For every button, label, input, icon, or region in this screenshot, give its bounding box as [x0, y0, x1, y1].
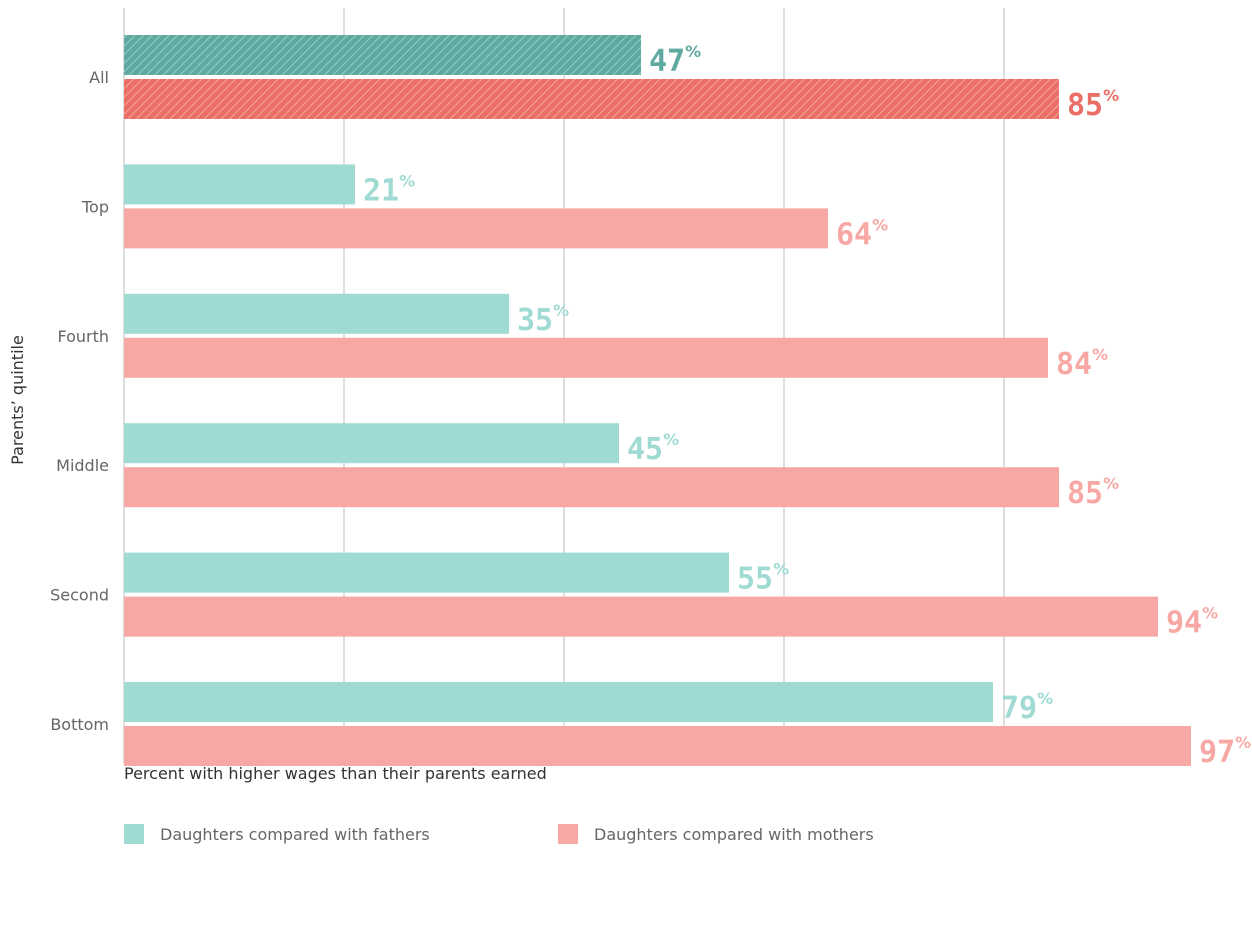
bars	[124, 35, 1191, 766]
value-label-mothers-all: 85%	[1067, 86, 1119, 123]
value-label-mothers-second: 94%	[1166, 604, 1218, 641]
bar-mothers-second	[124, 596, 1158, 637]
bar-mothers-all	[124, 79, 1059, 119]
gridlines	[123, 8, 1005, 764]
bar-chart: 020406080All47%85%Top21%64%Fourth35%84%M…	[8, 8, 1251, 783]
value-label-fathers-second: 55%	[737, 560, 789, 597]
category-label-bottom: Bottom	[50, 715, 109, 734]
value-label-fathers-bottom: 79%	[1001, 689, 1053, 726]
value-label-fathers-middle: 45%	[627, 430, 679, 467]
bar-fathers-fourth	[124, 293, 509, 334]
value-label-fathers-top: 21%	[363, 171, 415, 208]
bar-mothers-top	[124, 208, 828, 249]
category-label-middle: Middle	[56, 456, 109, 475]
value-label-fathers-fourth: 35%	[517, 301, 569, 338]
category-label-fourth: Fourth	[57, 327, 109, 346]
bar-fathers-all	[124, 35, 641, 75]
bar-mothers-middle	[124, 467, 1059, 508]
bar-fathers-second	[124, 552, 729, 593]
bar-fathers-middle	[124, 423, 619, 464]
x-axis-title: Percent with higher wages than their par…	[124, 764, 547, 783]
bar-mothers-fourth	[124, 337, 1048, 378]
value-label-mothers-bottom: 97%	[1199, 733, 1251, 770]
bar-fathers-top	[124, 164, 355, 205]
category-label-second: Second	[50, 586, 109, 605]
legend-swatch-fathers	[124, 824, 144, 844]
value-label-mothers-top: 64%	[836, 215, 888, 252]
labels: 020406080All47%85%Top21%64%Fourth35%84%M…	[50, 42, 1251, 770]
legend-label-fathers: Daughters compared with fathers	[160, 824, 430, 844]
value-label-fathers-all: 47%	[649, 42, 701, 79]
y-axis-title: Parents’ quintile	[8, 335, 27, 465]
category-label-top: Top	[81, 197, 109, 216]
bar-mothers-bottom	[124, 726, 1191, 766]
value-label-mothers-middle: 85%	[1067, 474, 1119, 511]
legend-item-mothers: Daughters compared with mothers	[558, 824, 874, 844]
legend-item-fathers: Daughters compared with fathers	[124, 824, 430, 844]
bar-fathers-bottom	[124, 682, 993, 722]
legend-label-mothers: Daughters compared with mothers	[594, 824, 874, 844]
legend-swatch-mothers	[558, 824, 578, 844]
category-label-all: All	[89, 68, 109, 87]
value-label-mothers-fourth: 84%	[1056, 345, 1108, 382]
